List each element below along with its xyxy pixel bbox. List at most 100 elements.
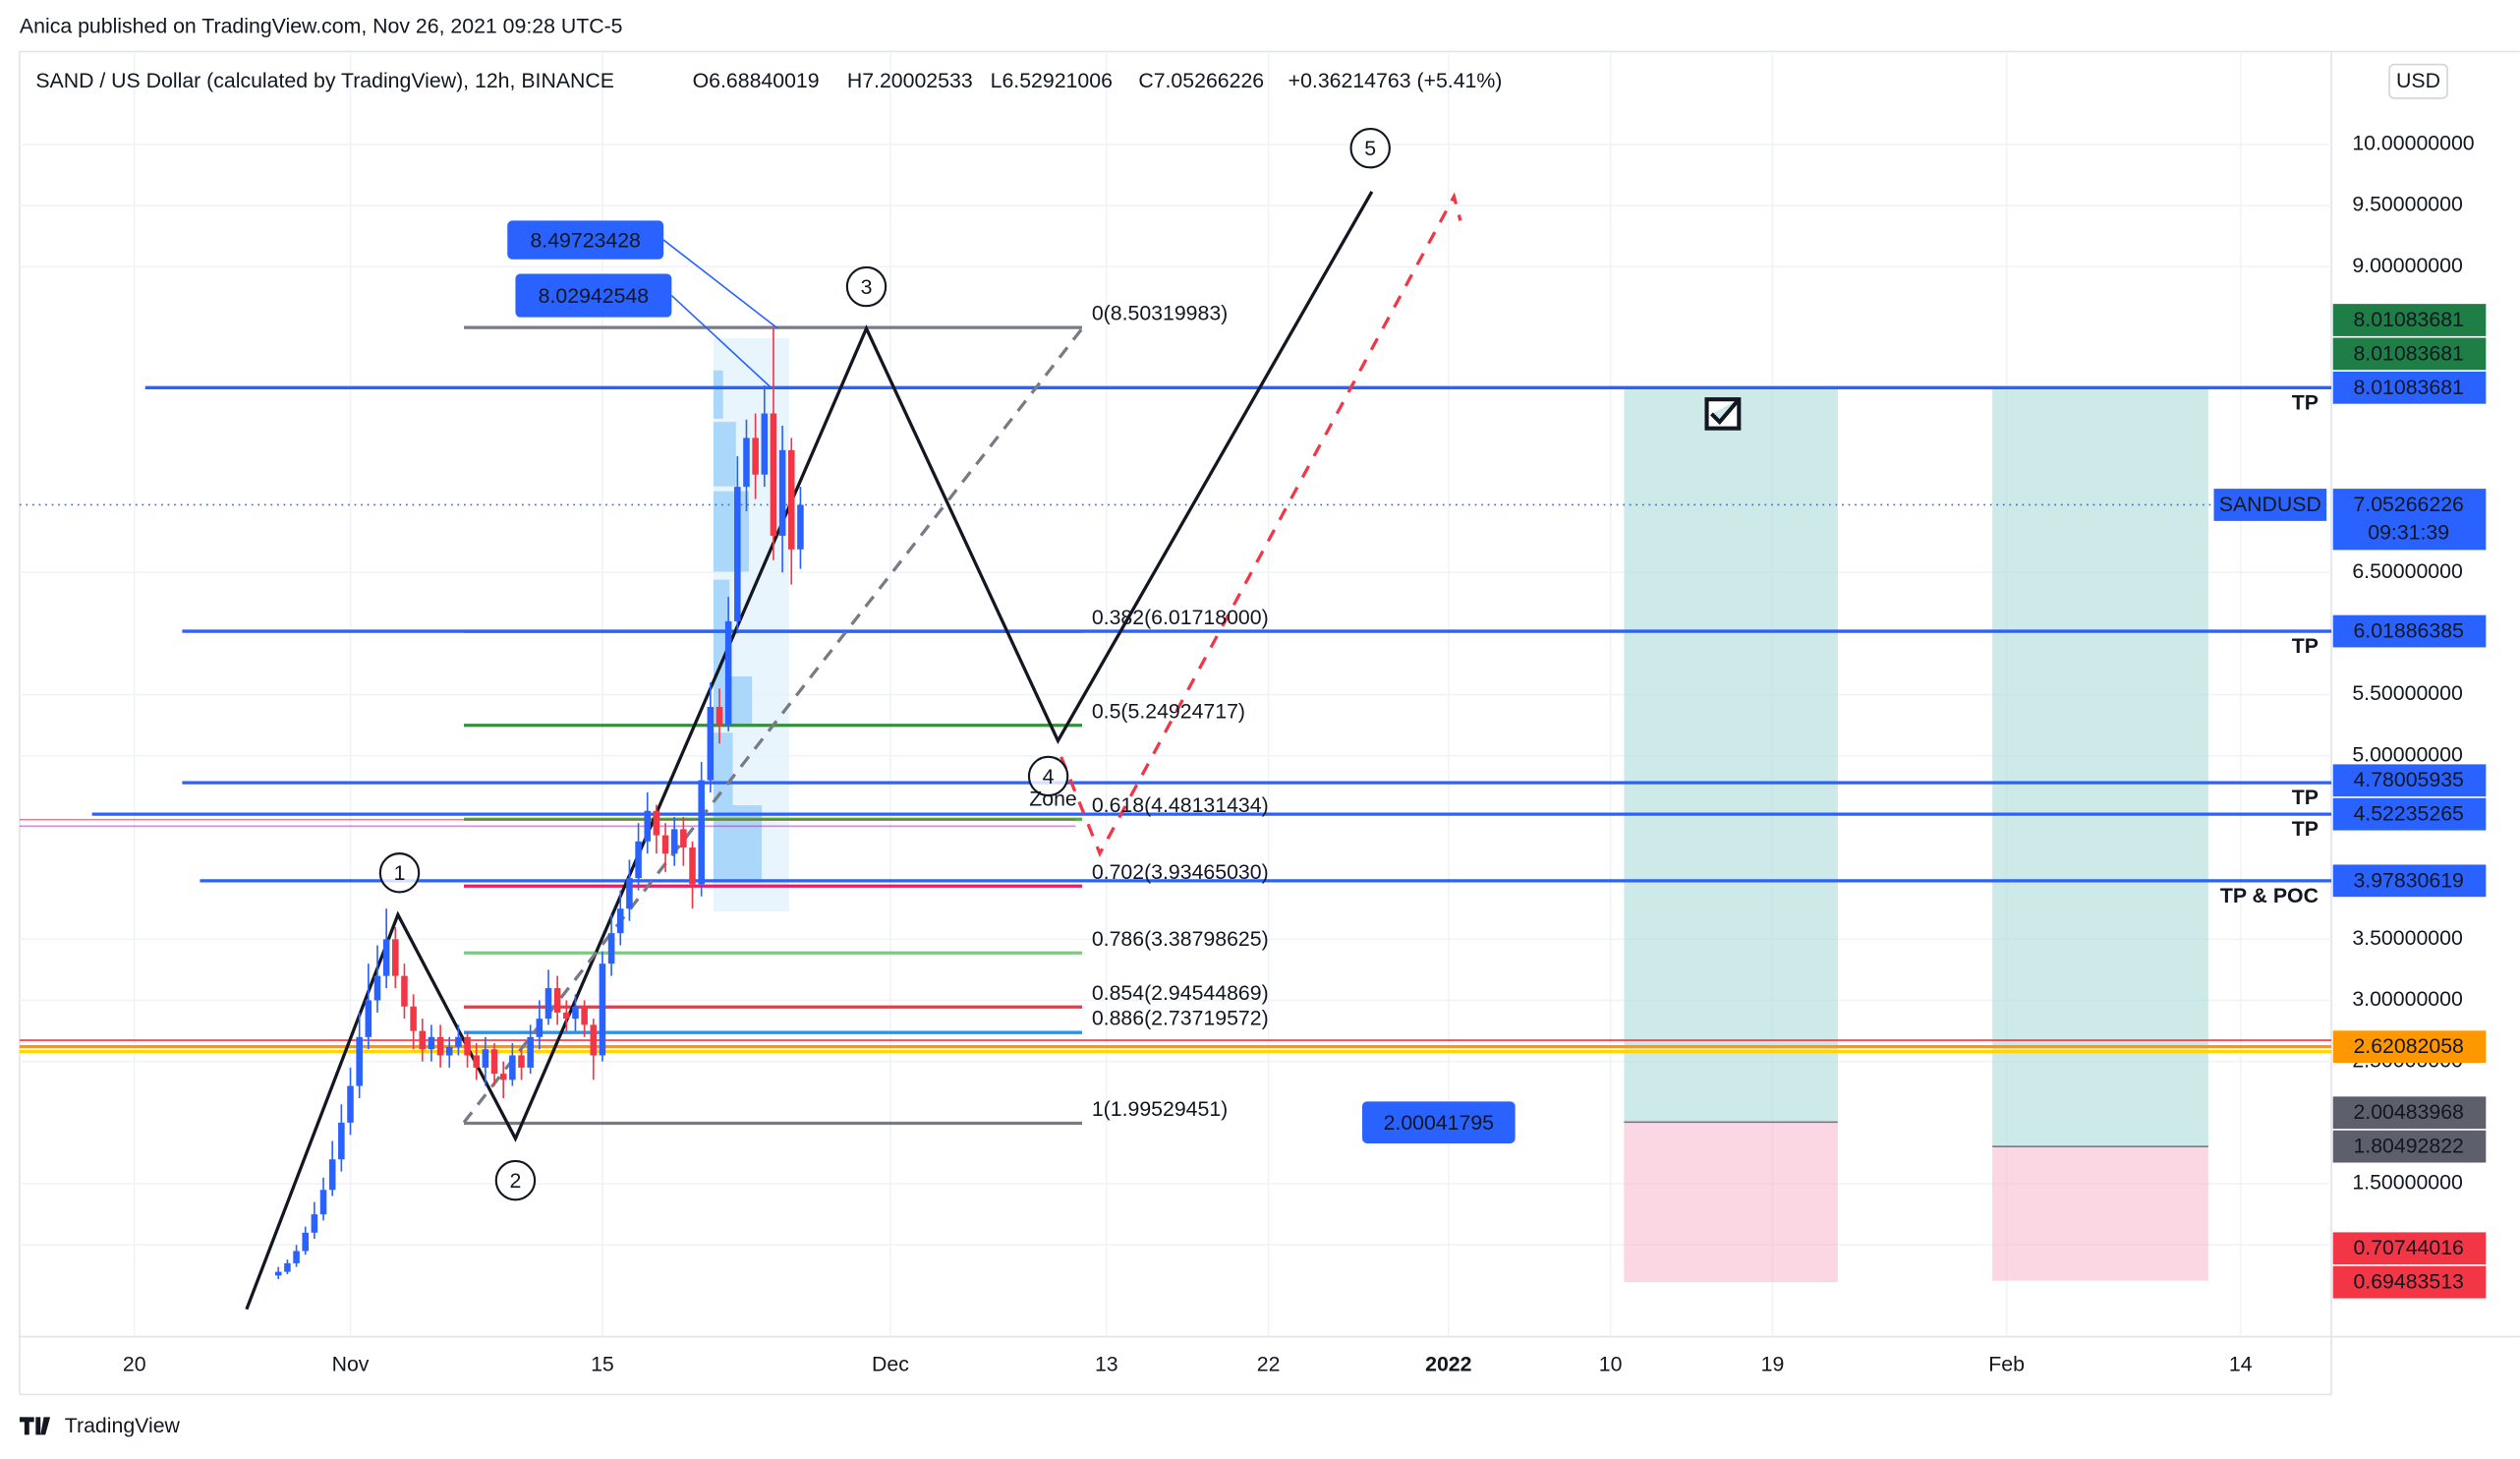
position-zones	[1624, 387, 2208, 1283]
projection-path	[1060, 192, 1462, 857]
price-tag	[2332, 304, 2487, 336]
fib-label: 0.5(5.24924717)	[1092, 699, 1245, 723]
symbol-label: SANDUSD	[2219, 493, 2321, 516]
price-tag-label: 7.05266226	[2353, 493, 2463, 516]
x-tick-label: 2022	[1425, 1353, 1471, 1376]
price-tag	[2332, 1232, 2487, 1265]
price-tag	[2332, 1096, 2487, 1130]
price-tag	[2332, 337, 2487, 371]
candle-body	[302, 1232, 309, 1252]
y-tick-label: 6.50000000	[2352, 559, 2462, 583]
candle-body	[635, 841, 642, 879]
fib-label: 0.618(4.48131434)	[1092, 793, 1269, 817]
overlay: 0(8.50319983) 0.382(6.01718000) 0.5(5.2492…	[378, 127, 2319, 1201]
candle-body	[319, 1190, 327, 1215]
fib-label: 0.886(2.73719572)	[1092, 1007, 1269, 1030]
published-line: Anica published on TradingView.com, Nov …	[20, 14, 623, 37]
candle-body	[644, 810, 652, 842]
candle-body	[365, 1000, 372, 1037]
candle-body	[607, 933, 615, 964]
x-tick-label: Nov	[332, 1353, 370, 1376]
currency-box	[2388, 63, 2448, 99]
price-tag-label: 2.00483968	[2353, 1100, 2463, 1124]
callout-box	[1362, 1101, 1516, 1143]
levels	[19, 325, 2332, 1126]
candle-body	[410, 1006, 417, 1031]
candle-body	[599, 963, 606, 1056]
countdown: 09:31:39	[2368, 521, 2449, 545]
candle-body	[770, 413, 777, 536]
x-tick-label: Feb	[1988, 1353, 2025, 1376]
symbol-tag	[2213, 489, 2327, 521]
price-tag	[2332, 489, 2487, 551]
candle-body	[544, 988, 552, 1020]
wave-label: 2	[510, 1169, 522, 1193]
price-tag-label: 0.69483513	[2353, 1270, 2463, 1294]
candle-body	[752, 438, 759, 475]
price-tag-label: 2.62082058	[2353, 1034, 2463, 1058]
candle-body	[445, 1046, 453, 1056]
candle-body	[473, 1055, 480, 1068]
candle-body	[797, 504, 804, 550]
candle-body	[373, 975, 381, 1001]
candle-body	[680, 829, 687, 848]
candle-body	[482, 1049, 489, 1068]
price-tag	[2332, 864, 2487, 898]
candle-body	[274, 1271, 282, 1276]
y-tick-label: 5.00000000	[2352, 742, 2462, 766]
price-tag-label: 8.01083681	[2353, 341, 2463, 365]
trend-channel	[462, 327, 1084, 1124]
candle-body	[661, 835, 669, 854]
wave-label: 1	[394, 861, 406, 885]
x-tick-label: 20	[123, 1353, 146, 1376]
ohlc-value: +0.36214763 (+5.41%)	[1289, 69, 1503, 92]
candle-body	[356, 1036, 363, 1086]
price-tag	[2332, 1130, 2487, 1163]
candle-body	[653, 810, 660, 836]
tp-label: TP & POC	[2220, 884, 2319, 907]
y-tick-label: 9.50000000	[2352, 193, 2462, 216]
candle-body	[743, 438, 750, 488]
price-tag-label: 4.78005935	[2353, 768, 2463, 791]
y-tick-label: 5.50000000	[2352, 681, 2462, 705]
tp-label: TP	[2292, 634, 2319, 658]
candle-body	[509, 1055, 516, 1080]
candle-body	[499, 1074, 507, 1080]
candle-body	[778, 449, 786, 536]
ohlc-value: C7.05266226	[1138, 69, 1264, 92]
brand-logo	[19, 1417, 51, 1435]
profit-zone	[1624, 387, 1838, 1123]
callout-label: 8.02942548	[539, 284, 649, 308]
candle-body	[616, 908, 624, 934]
candles	[274, 327, 804, 1280]
wave-circle	[1027, 755, 1069, 797]
tp-label: TP	[2292, 817, 2319, 841]
candle-body	[553, 988, 561, 1013]
callout-label: 2.00041795	[1384, 1111, 1494, 1135]
y-tick-label: 10.00000000	[2352, 132, 2474, 155]
candle-body	[455, 1036, 462, 1047]
tp-label: TP	[2292, 390, 2319, 414]
price-tag	[2332, 764, 2487, 797]
callout-label: 8.49723428	[530, 228, 640, 252]
price-tag	[2332, 797, 2487, 831]
tp-label: TP	[2292, 786, 2319, 809]
checkmark-icon	[1704, 397, 1742, 431]
loss-zone	[1992, 1146, 2208, 1281]
zone-label: Zone	[1029, 788, 1077, 811]
candle-body	[536, 1019, 544, 1037]
fib-label: 0.854(2.94544869)	[1092, 981, 1269, 1005]
candle-body	[707, 707, 715, 781]
candle-body	[401, 975, 408, 1007]
fib-label: 0(8.50319983)	[1092, 302, 1228, 325]
wave-circle	[378, 852, 421, 894]
y-tick-label: 3.00000000	[2352, 987, 2462, 1011]
candle-body	[428, 1036, 435, 1050]
x-tick-label: 22	[1257, 1353, 1281, 1376]
candle-body	[761, 413, 769, 475]
x-tick-label: 19	[1761, 1353, 1785, 1376]
loss-zone	[1624, 1122, 1838, 1283]
price-tag	[2332, 1030, 2487, 1064]
candle-body	[490, 1049, 498, 1075]
